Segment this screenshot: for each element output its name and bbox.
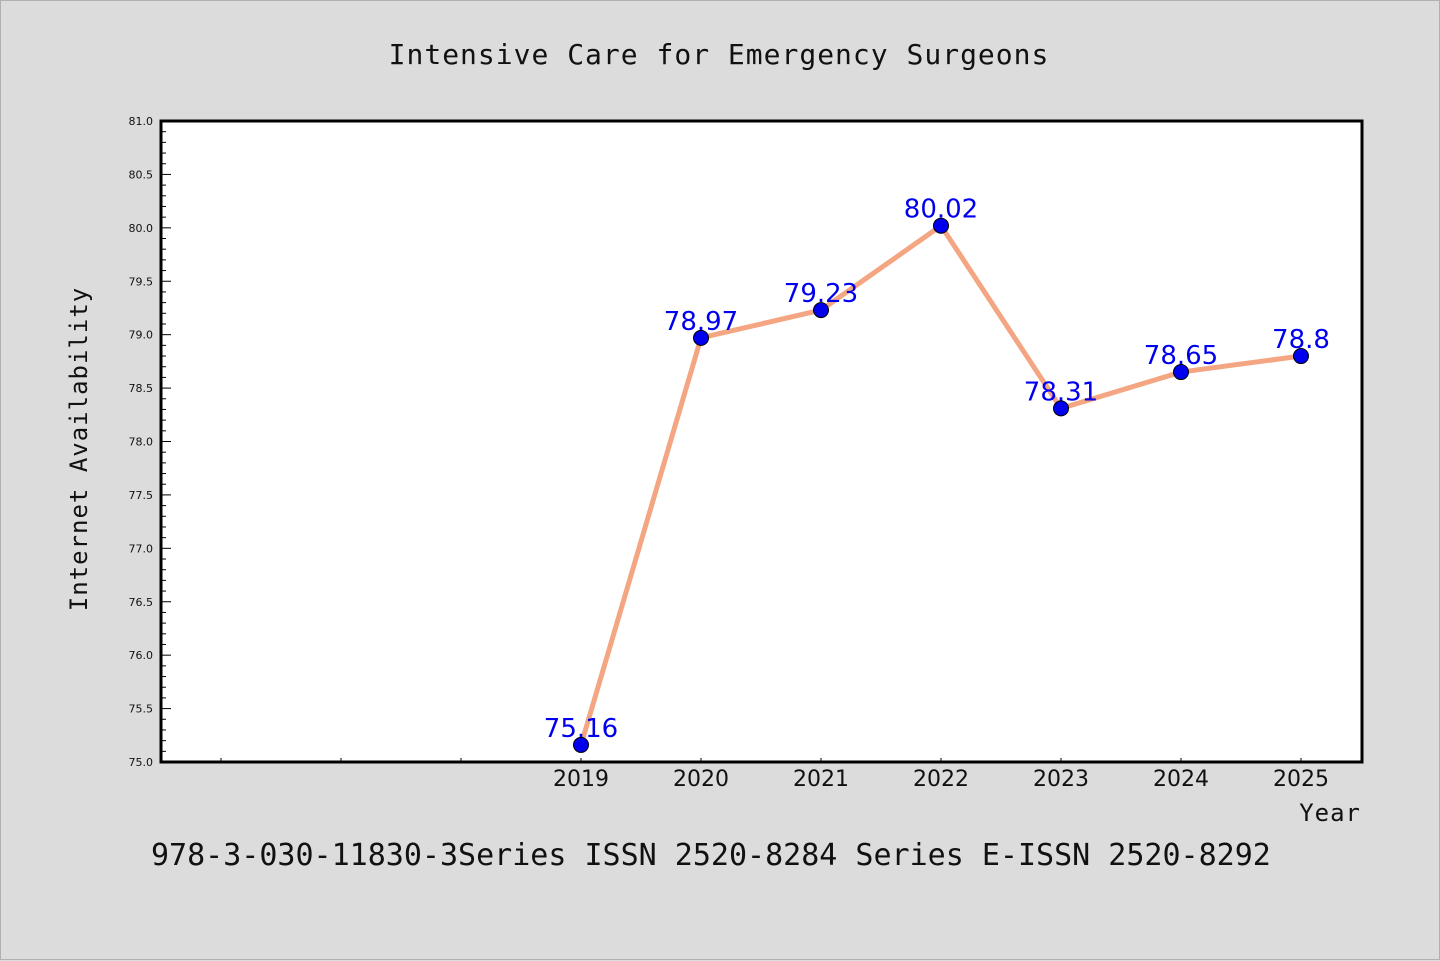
y-tick-label: 81.0 [129,115,154,128]
data-point [933,217,949,234]
x-tick-label: 2023 [1033,767,1089,792]
data-point [1053,400,1069,417]
data-label: 78.97 [664,307,738,337]
x-tick-label: 2019 [553,767,609,792]
data-label: 75.16 [544,714,618,744]
data-label: 79.23 [784,279,858,309]
y-tick-label: 76.0 [129,649,154,662]
data-point [1173,364,1189,381]
y-tick-label: 79.5 [129,275,154,288]
y-tick-label: 77.0 [129,542,154,555]
data-label: 80.02 [904,195,978,225]
y-tick-label: 75.5 [129,703,154,716]
y-tick-label: 78.5 [129,382,154,395]
x-tick-label: 2024 [1153,767,1209,792]
data-point [813,302,829,319]
y-tick-label: 78.0 [129,436,154,449]
x-tick-label: 2025 [1273,767,1329,792]
x-tick-label: 2022 [913,767,969,792]
y-tick-label: 76.5 [129,596,154,609]
y-tick-label: 80.0 [129,222,154,235]
x-tick-label: 2021 [793,767,849,792]
y-tick-label: 80.5 [129,168,154,181]
footer-text: 978-3-030-11830-3Series ISSN 2520-8284 S… [151,838,1271,873]
x-axis-label: Year [1299,799,1361,827]
data-point [573,736,589,753]
y-tick-label: 77.5 [129,489,154,502]
data-label: 78.65 [1144,341,1218,371]
y-tick-label: 75.0 [129,756,154,769]
x-tick-label: 2020 [673,767,729,792]
data-label: 78.8 [1272,325,1330,355]
data-label: 78.31 [1024,377,1098,407]
y-axis-label: Internet Availability [65,287,93,611]
y-axis: 75.0 75.5 76.0 76.5 77.0 77.5 78.0 78.5 79.0 79.5… [129,115,171,769]
chart-title: Intensive Care for Emergency Surgeons [389,38,1050,71]
plot-area [159,119,1364,764]
data-point [693,329,709,346]
x-axis: 2019 2020 2021 2022 2023 2024 2025 [220,758,1329,792]
data-point [1293,348,1309,365]
series-group: 75.16 78.97 79.23 80.02 78.31 78.65 78.8 [544,195,1330,753]
y-tick-label: 79.0 [129,329,154,342]
